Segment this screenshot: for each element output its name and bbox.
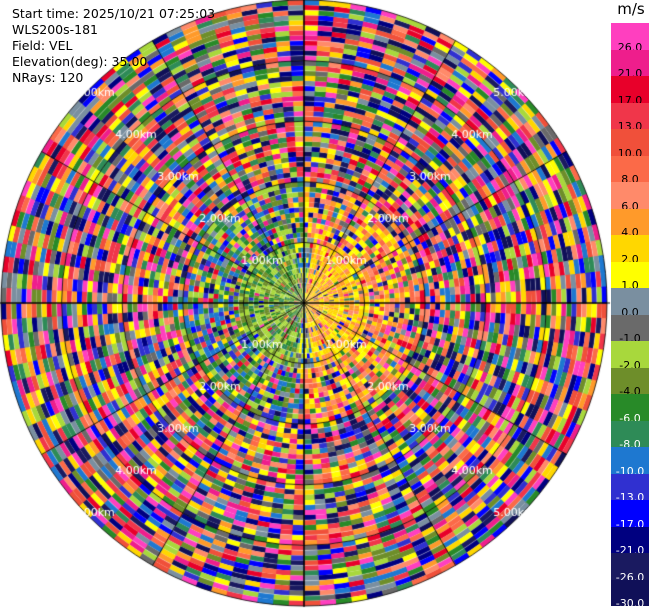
colorbar-segment: 8.0 bbox=[611, 155, 649, 186]
field-text: Field: VEL bbox=[12, 38, 73, 53]
colorbar-segment: 6.0 bbox=[611, 182, 649, 212]
colorbar-segment: -13.0 bbox=[611, 473, 649, 504]
colorbar-segment: -1.0 bbox=[611, 314, 649, 345]
info-panel: Start time: 2025/10/21 07:25:03 WLS200s-… bbox=[12, 6, 215, 86]
colorbar-segment: 26.0 bbox=[611, 23, 649, 53]
colorbar-segment: -10.0 bbox=[611, 447, 649, 477]
colorbar-segment: -17.0 bbox=[611, 500, 649, 530]
colorbar-segment: -21.0 bbox=[611, 526, 649, 557]
colorbar-segment: 10.0 bbox=[611, 129, 649, 159]
elevation-text: Elevation(deg): 35.00 bbox=[12, 54, 148, 69]
colorbar-segment: -8.0 bbox=[611, 420, 649, 451]
colorbar-segment: -4.0 bbox=[611, 367, 649, 398]
colorbar-segment: 2.0 bbox=[611, 235, 649, 265]
colorbar-segment: 17.0 bbox=[611, 76, 649, 106]
colorbar-segment: -2.0 bbox=[611, 341, 649, 371]
nrays-text: NRays: 120 bbox=[12, 70, 84, 85]
colorbar-segment: 21.0 bbox=[611, 49, 649, 80]
colorbar-segment: -6.0 bbox=[611, 394, 649, 424]
colorbar-segment: -26.0 bbox=[611, 553, 649, 583]
colorbar: 26.0 21.0 17.0 13.0 10.0 8.0 6.0 4.0 2.0 1.0 0.0 -1… bbox=[611, 23, 649, 610]
colorbar-unit: m/s bbox=[617, 0, 645, 18]
colorbar-segment: 4.0 bbox=[611, 208, 649, 239]
colorbar-segment: -30.0 bbox=[611, 579, 649, 610]
instrument-text: WLS200s-181 bbox=[12, 22, 98, 37]
colorbar-segment: 0.0 bbox=[611, 288, 649, 318]
start-time-text: Start time: 2025/10/21 07:25:03 bbox=[12, 6, 216, 21]
colorbar-tick-label: -30.0 bbox=[615, 597, 645, 610]
colorbar-segment: 1.0 bbox=[611, 261, 649, 292]
colorbar-segment: 13.0 bbox=[611, 102, 649, 133]
